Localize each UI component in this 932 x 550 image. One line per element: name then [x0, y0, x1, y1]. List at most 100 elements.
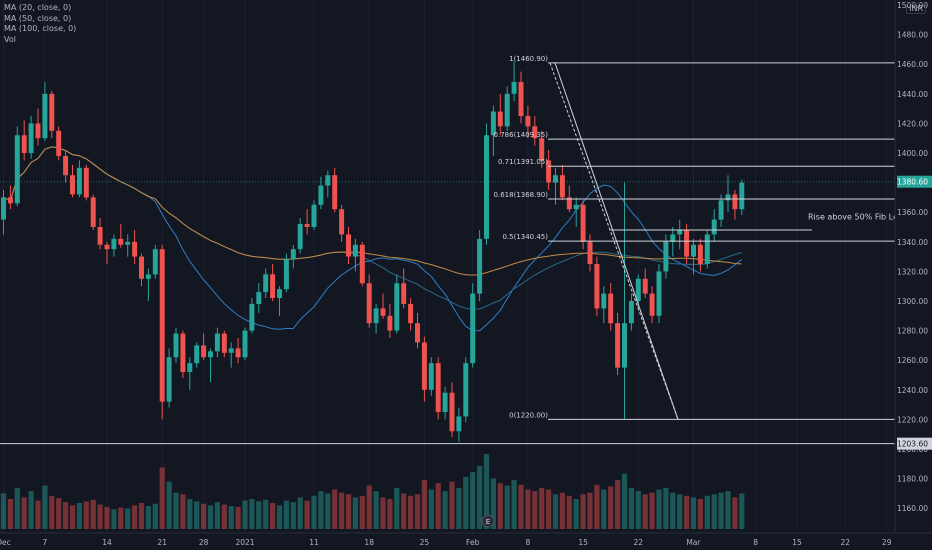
time-axis	[0, 533, 932, 550]
candle-body	[201, 345, 207, 358]
y-tick-label: 1160.00	[897, 504, 928, 513]
volume-bar	[200, 503, 207, 529]
y-tick-label: 1420.00	[897, 119, 928, 128]
candle-body	[594, 264, 600, 309]
candle-body	[70, 175, 75, 195]
volume-bar	[152, 503, 158, 529]
support-price-badge	[897, 437, 932, 450]
fib-level-label: 0.71(1391.05)	[498, 158, 548, 166]
earnings-icon-label: E	[486, 518, 490, 526]
x-tick-label: 2021	[235, 538, 254, 547]
candle-body	[511, 81, 517, 94]
candle-body	[704, 234, 710, 264]
volume-bar	[373, 491, 379, 529]
candle-body	[456, 416, 462, 432]
candle-body	[553, 175, 558, 183]
volume-bar	[35, 500, 41, 529]
volume-bar	[656, 489, 662, 529]
volume-bar	[366, 485, 372, 529]
candle-body	[442, 392, 448, 412]
x-tick-label: 25	[420, 538, 430, 547]
legend-ma50[interactable]: MA (50, close, 0)	[4, 13, 72, 23]
volume-bar	[228, 506, 234, 529]
fib-level-label: 0.5(1340.45)	[502, 233, 548, 241]
candle-body	[332, 175, 338, 210]
candle-body	[125, 241, 131, 245]
earnings-icon	[481, 514, 495, 528]
candle-body	[615, 323, 621, 368]
volume-bar	[332, 489, 338, 529]
candle-body	[380, 308, 386, 316]
legend-ma100[interactable]: MA (100, close, 0)	[4, 24, 77, 33]
volume-bar	[401, 493, 407, 529]
candle-body	[221, 333, 227, 353]
candle-body	[490, 111, 496, 136]
candle-body	[90, 197, 96, 227]
volume-bar	[532, 491, 538, 529]
volume-bar	[518, 484, 524, 529]
candle-body	[463, 363, 469, 417]
candle-body	[573, 204, 579, 210]
candle-body	[656, 271, 662, 316]
volume-bar	[573, 499, 579, 529]
candle-body	[670, 234, 676, 242]
volume-bar	[690, 497, 697, 529]
candle-body	[35, 123, 41, 139]
candle-body	[677, 229, 683, 235]
currency-badge: INR	[906, 3, 926, 14]
y-tick-label: 1180.00	[897, 475, 928, 484]
candle-body	[139, 256, 144, 279]
candle-body	[359, 244, 365, 284]
volume-bar	[352, 497, 359, 529]
volume-bar	[621, 473, 628, 529]
volume-bar	[725, 491, 731, 529]
fib-level-label: 0.618(1368.90)	[494, 191, 549, 199]
last-price-badge	[897, 175, 932, 188]
volume-bar	[214, 502, 221, 529]
y-tick-label: 1280.00	[897, 327, 928, 336]
candle-body	[470, 293, 476, 364]
candle-body	[28, 123, 34, 153]
candle-body	[118, 238, 124, 245]
volume-bar	[318, 491, 324, 529]
candle-body	[394, 283, 400, 331]
volume-bar	[601, 489, 607, 529]
volume-bar	[442, 491, 448, 529]
candle-body	[318, 185, 324, 205]
candle-body	[152, 249, 158, 275]
legend-ma20[interactable]: MA (20, close, 0)	[4, 3, 72, 12]
candle-body	[622, 323, 627, 368]
candle-body	[635, 278, 641, 301]
candle-body	[718, 200, 724, 220]
indicator-legend: MA (20, close, 0) MA (50, close, 0) MA (…	[4, 3, 76, 45]
volume-bar	[539, 487, 545, 529]
volume-bar	[649, 492, 655, 529]
volume-bar	[90, 499, 96, 529]
y-tick-label-top: 1500.00	[897, 1, 928, 10]
volume-bar	[435, 483, 441, 529]
volume-bar	[69, 505, 76, 529]
x-tick-label: 29	[882, 538, 892, 547]
volume-bar	[138, 502, 145, 529]
x-tick-label: 21	[157, 538, 167, 547]
volume-bar	[580, 494, 586, 529]
candle-body	[663, 241, 669, 272]
y-tick-label: 1260.00	[897, 356, 928, 365]
candle-body	[642, 278, 648, 294]
volume-bar	[311, 495, 317, 529]
candle-body	[415, 323, 420, 343]
volume-bar	[42, 485, 48, 529]
volume-bar	[614, 480, 621, 529]
candle-body	[256, 292, 262, 304]
volume-bar	[221, 504, 227, 529]
y-tick-label: 1220.00	[897, 415, 928, 424]
candle-body	[283, 259, 289, 290]
candle-body	[173, 333, 179, 358]
volume-bar	[663, 487, 669, 529]
legend-vol[interactable]: Vol	[4, 34, 16, 44]
volume-bar	[525, 489, 531, 529]
candle-body	[449, 392, 455, 432]
volume-bar	[414, 494, 421, 529]
volume-bar	[677, 494, 683, 529]
